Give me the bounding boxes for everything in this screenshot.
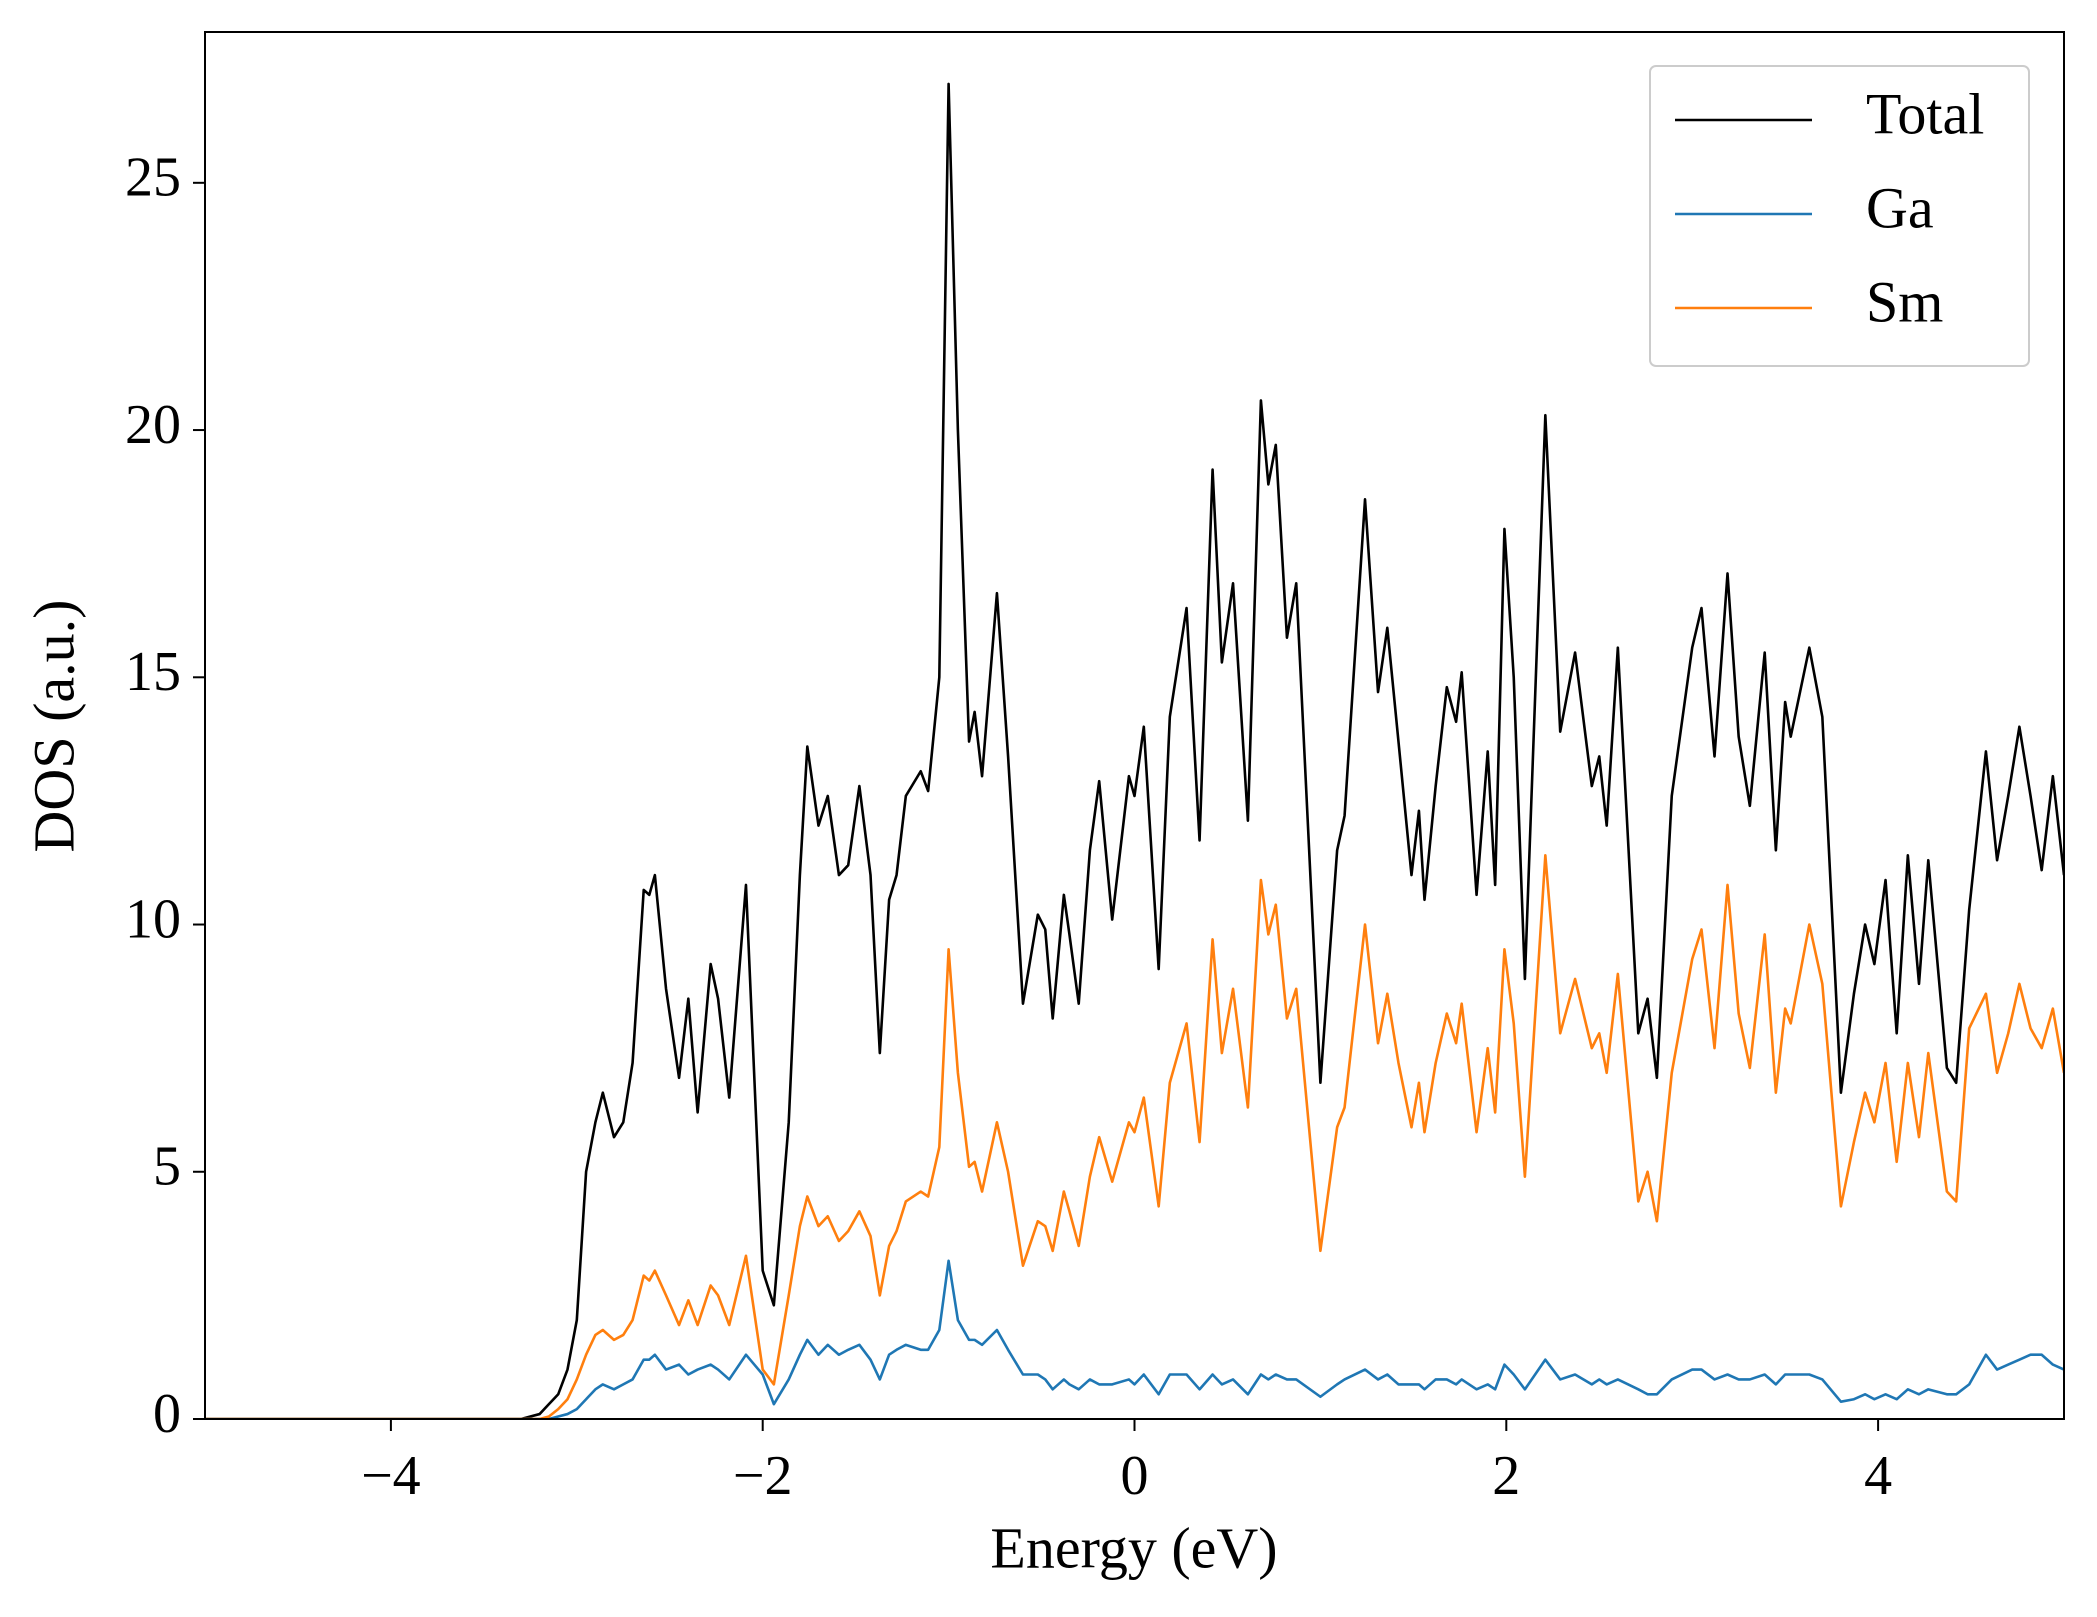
- x-tick-label: −2: [733, 1445, 793, 1507]
- series-line: [205, 82, 2064, 1419]
- legend-box: [1649, 65, 2030, 367]
- y-tick-label: 15: [125, 641, 181, 703]
- x-tick-label: −4: [361, 1445, 421, 1507]
- series-line: [205, 854, 2064, 1419]
- y-tick-label: 20: [125, 394, 181, 456]
- x-tick-label: 4: [1864, 1445, 1892, 1507]
- plot-frame: [204, 31, 2065, 1420]
- y-tick-label: 5: [153, 1136, 181, 1198]
- legend-label: Total: [1866, 81, 1984, 146]
- y-axis-label: DOS (a.u.): [21, 600, 86, 853]
- y-tick-label: 25: [125, 147, 181, 209]
- series-line: [205, 1259, 2064, 1419]
- x-tick-label: 2: [1492, 1445, 1520, 1507]
- x-axis-label: Energy (eV): [990, 1515, 1277, 1580]
- legend-label: Ga: [1866, 175, 1934, 240]
- legend-label: Sm: [1866, 269, 1943, 334]
- y-tick-label: 0: [153, 1383, 181, 1445]
- y-tick-label: 10: [125, 888, 181, 950]
- x-tick-label: 0: [1121, 1445, 1149, 1507]
